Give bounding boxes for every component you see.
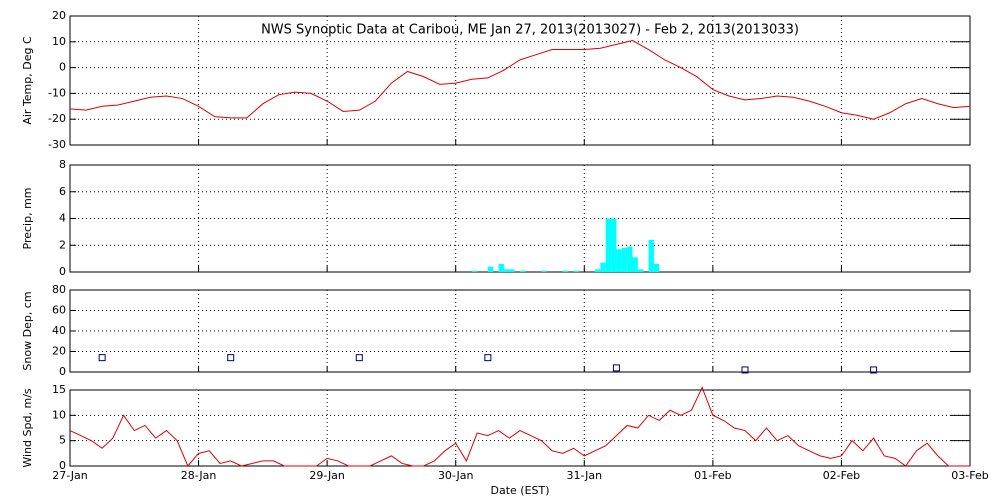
x-tick-label: 27-Jan [52,469,88,482]
plot-frame [69,389,971,467]
x-tick-label: 29-Jan [309,469,345,482]
point [98,354,106,362]
chart-title: NWS Synoptic Data at Caribou, ME Jan 27,… [261,23,799,38]
y-tick-label: 0 [59,459,66,472]
y-tick-label: 20 [52,9,66,22]
y-tick-label: -20 [48,112,66,125]
x-tick-label: 28-Jan [181,469,217,482]
y-tick-label: 20 [52,345,66,358]
y-tick-label: 5 [59,434,66,447]
bar [616,249,622,272]
y-tick-label: -30 [48,138,66,151]
bar [632,257,638,272]
x-tick-label: 01-Feb [694,469,731,482]
x-tick-label: 02-Feb [823,469,860,482]
y-tick-label: 40 [52,324,66,337]
bar [637,269,644,272]
data-line [69,39,971,120]
x-axis-label: Date (EST) [490,484,549,497]
bar [541,270,547,272]
bar [573,270,579,272]
y-tick-label: 2 [59,238,66,251]
bar [503,269,510,272]
bar [648,239,654,272]
y-tick-label: 10 [52,35,66,48]
y-axis-label: Snow Dep, cm [21,291,34,370]
point [870,366,878,374]
y-axis-label: Wind Spd, m/s [21,388,34,468]
y-axis-label: Precip, mm [21,188,34,250]
x-tick-label: 30-Jan [438,469,474,482]
bar [487,266,494,272]
y-tick-label: 0 [59,61,66,74]
bar [471,270,478,272]
point [227,354,235,362]
bar [562,270,569,272]
bar [627,246,633,272]
y-axis-label: Air Temp, Deg C [21,36,34,125]
point [484,354,492,362]
x-tick-label: 03-Feb [951,469,988,482]
y-tick-label: 80 [52,283,66,296]
y-tick-label: 8 [59,158,66,171]
bar [509,269,515,272]
bar [498,263,504,272]
y-tick-label: 10 [52,408,66,421]
x-tick-label: 31-Jan [567,469,603,482]
bar [653,263,660,272]
data-line [69,386,970,467]
bar [621,247,628,272]
bar [600,262,606,272]
y-tick-label: 0 [59,365,66,378]
y-tick-label: 4 [59,212,66,225]
point [741,366,749,374]
y-tick-label: 6 [59,185,66,198]
y-tick-label: -10 [48,86,66,99]
bar [605,218,612,272]
y-tick-label: 60 [52,304,66,317]
point [355,354,363,362]
point [612,364,620,372]
bar [595,269,601,272]
bar [520,270,526,272]
y-tick-label: 0 [59,265,66,278]
bar [611,218,617,272]
y-tick-label: 15 [52,383,66,396]
